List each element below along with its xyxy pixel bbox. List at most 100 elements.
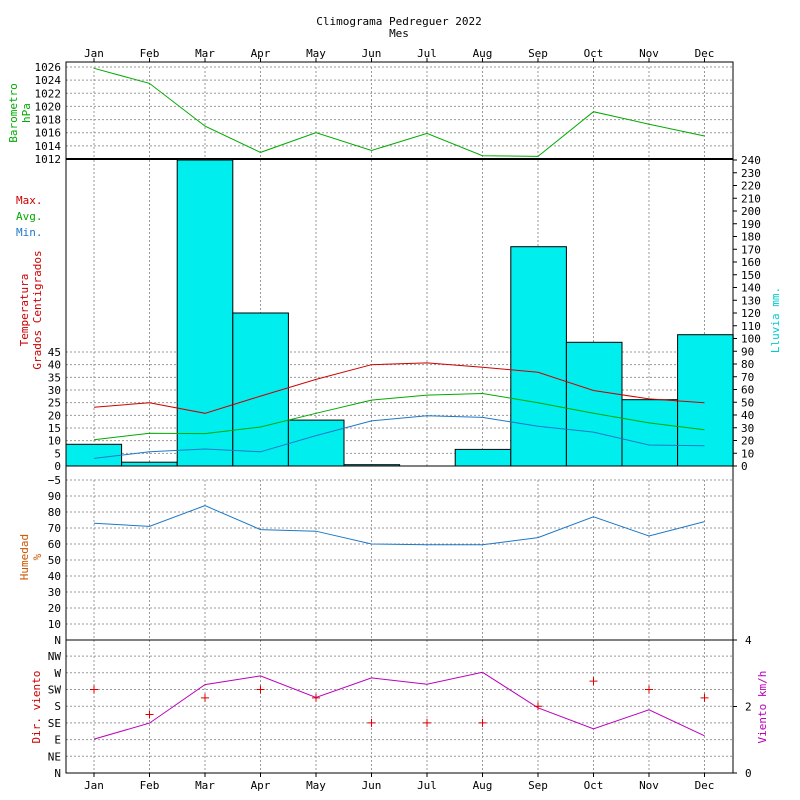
tick-label-rain-140: 140 (741, 282, 761, 295)
legend-max: Max. (16, 194, 43, 207)
tick-label-dir-se: SE (48, 717, 61, 730)
month-label-top-dec: Dec (695, 47, 715, 60)
tick-label-hum-4: 40 (48, 570, 61, 583)
tick-label-dir-sw: SW (48, 684, 62, 697)
tick-label-temp-30: 30 (48, 384, 61, 397)
tick-label-temp-35: 35 (48, 371, 61, 384)
month-label-bottom-dec: Dec (695, 779, 715, 792)
tick-label-temp-0: 0 (54, 460, 61, 473)
series-layer (90, 67, 709, 740)
month-label-bottom-sep: Sep (528, 779, 548, 792)
tick-label-baro-1022: 1022 (35, 87, 62, 100)
tick-label-hum-8: 80 (48, 506, 61, 519)
tick-label-temp-20: 20 (48, 409, 61, 422)
series-line-max (93, 362, 705, 414)
rain-bars-layer (65, 159, 734, 467)
rain-bar-mar (176, 159, 234, 467)
y-label-humedad: Humedad (18, 534, 31, 580)
tick-label-rain-150: 150 (741, 269, 761, 282)
tick-label-temp-15: 15 (48, 422, 61, 435)
tick-label-rain-130: 130 (741, 294, 761, 307)
rain-bar-nov (621, 399, 679, 467)
rain-bar-oct (565, 341, 623, 467)
tick-label-hum-9: 90 (48, 490, 61, 503)
plot-frame (65, 61, 734, 774)
month-label-bottom-nov: Nov (639, 779, 659, 792)
tick-label-dir-e: E (54, 734, 61, 747)
y-label-barometro-unit: hPa (20, 103, 33, 123)
tick-label-rain-160: 160 (741, 256, 761, 269)
tick-label-temp-10: 10 (48, 435, 61, 448)
dir-marker-jan (90, 685, 98, 694)
y-label-humedad-unit: % (31, 553, 44, 560)
tick-label-rain-80: 80 (741, 358, 754, 371)
tick-label-hum-2: 20 (48, 602, 61, 615)
tick-label-rain-170: 170 (741, 243, 761, 256)
tick-label-hum-7: 70 (48, 522, 61, 535)
dir-marker-apr (256, 685, 265, 694)
tick-label-temp-45: 45 (48, 346, 61, 359)
tick-label-rain-190: 190 (741, 218, 761, 231)
tick-label-rain-230: 230 (741, 167, 761, 180)
tick-label-rain-30: 30 (741, 422, 754, 435)
dir-marker-aug (478, 718, 487, 727)
rain-bar-aug (454, 448, 512, 467)
labels-layer: Jan Jan Feb Feb Mar Mar Apr Apr May May Jun Jun Jul J… (7, 47, 782, 792)
dir-marker-may (312, 693, 320, 702)
dir-marker-jun (367, 718, 376, 727)
series-line-avg (93, 392, 705, 441)
legend-avg: Avg. (16, 210, 43, 223)
month-label-top-feb: Feb (140, 47, 160, 60)
tick-label-rain-50: 50 (741, 396, 754, 409)
tick-label-temp-25: 25 (48, 397, 61, 410)
tick-label-baro-1024: 1024 (35, 74, 62, 87)
tick-label-rain-90: 90 (741, 345, 754, 358)
tick-label-rain-120: 120 (741, 307, 761, 320)
rain-bar-may (287, 419, 345, 467)
month-label-bottom-jun: Jun (362, 779, 382, 792)
tick-label-speed-4: 4 (745, 634, 752, 647)
month-label-bottom-mar: Mar (195, 779, 215, 792)
tick-label-dir-n: N (54, 767, 61, 780)
tick-label-rain-40: 40 (741, 409, 754, 422)
month-label-bottom-apr: Apr (251, 779, 271, 792)
y-label-barometro: Barometro (7, 83, 20, 143)
tick-label-speed-2: 2 (745, 701, 752, 714)
tick-label-baro-1016: 1016 (35, 127, 62, 140)
series-line-min (93, 415, 705, 459)
tick-label-hum-10: −5 (48, 474, 61, 487)
tick-label-rain-240: 240 (741, 154, 761, 167)
dir-marker-oct (589, 677, 598, 686)
tick-label-hum-6: 60 (48, 538, 61, 551)
tick-label-temp-40: 40 (48, 359, 61, 372)
tick-label-baro-1018: 1018 (35, 114, 62, 127)
month-label-top-nov: Nov (639, 47, 659, 60)
axes-layer (65, 58, 737, 777)
tick-label-baro-1026: 1026 (35, 61, 62, 74)
tick-label-speed-0: 0 (745, 767, 752, 780)
rain-bar-jan (65, 443, 123, 467)
month-label-bottom-aug: Aug (473, 779, 493, 792)
tick-label-rain-60: 60 (741, 384, 754, 397)
y-label-temperatura: Temperatura (18, 274, 31, 347)
tick-label-hum-1: 10 (48, 618, 61, 631)
month-label-top-may: May (306, 47, 326, 60)
chart-title: Climograma Pedreguer 2022 (316, 15, 482, 28)
month-label-top-oct: Oct (584, 47, 604, 60)
dir-marker-dec (700, 693, 709, 702)
series-line-barometro (93, 67, 705, 157)
y-label-viento: Viento km/h (756, 671, 769, 744)
dir-marker-mar (201, 693, 209, 702)
series-line-humedad (93, 505, 705, 546)
month-label-top-jan: Jan (84, 47, 104, 60)
tick-label-rain-210: 210 (741, 192, 761, 205)
tick-label-rain-180: 180 (741, 231, 761, 244)
dir-marker-nov (645, 685, 653, 694)
month-label-bottom-oct: Oct (584, 779, 604, 792)
dir-marker-sep (534, 702, 542, 711)
y-label-dir-viento: Dir. viento (30, 671, 43, 744)
x-axis-title: Mes (389, 27, 409, 40)
tick-label-dir-w: W (54, 667, 61, 680)
month-label-bottom-jul: Jul (417, 779, 437, 792)
